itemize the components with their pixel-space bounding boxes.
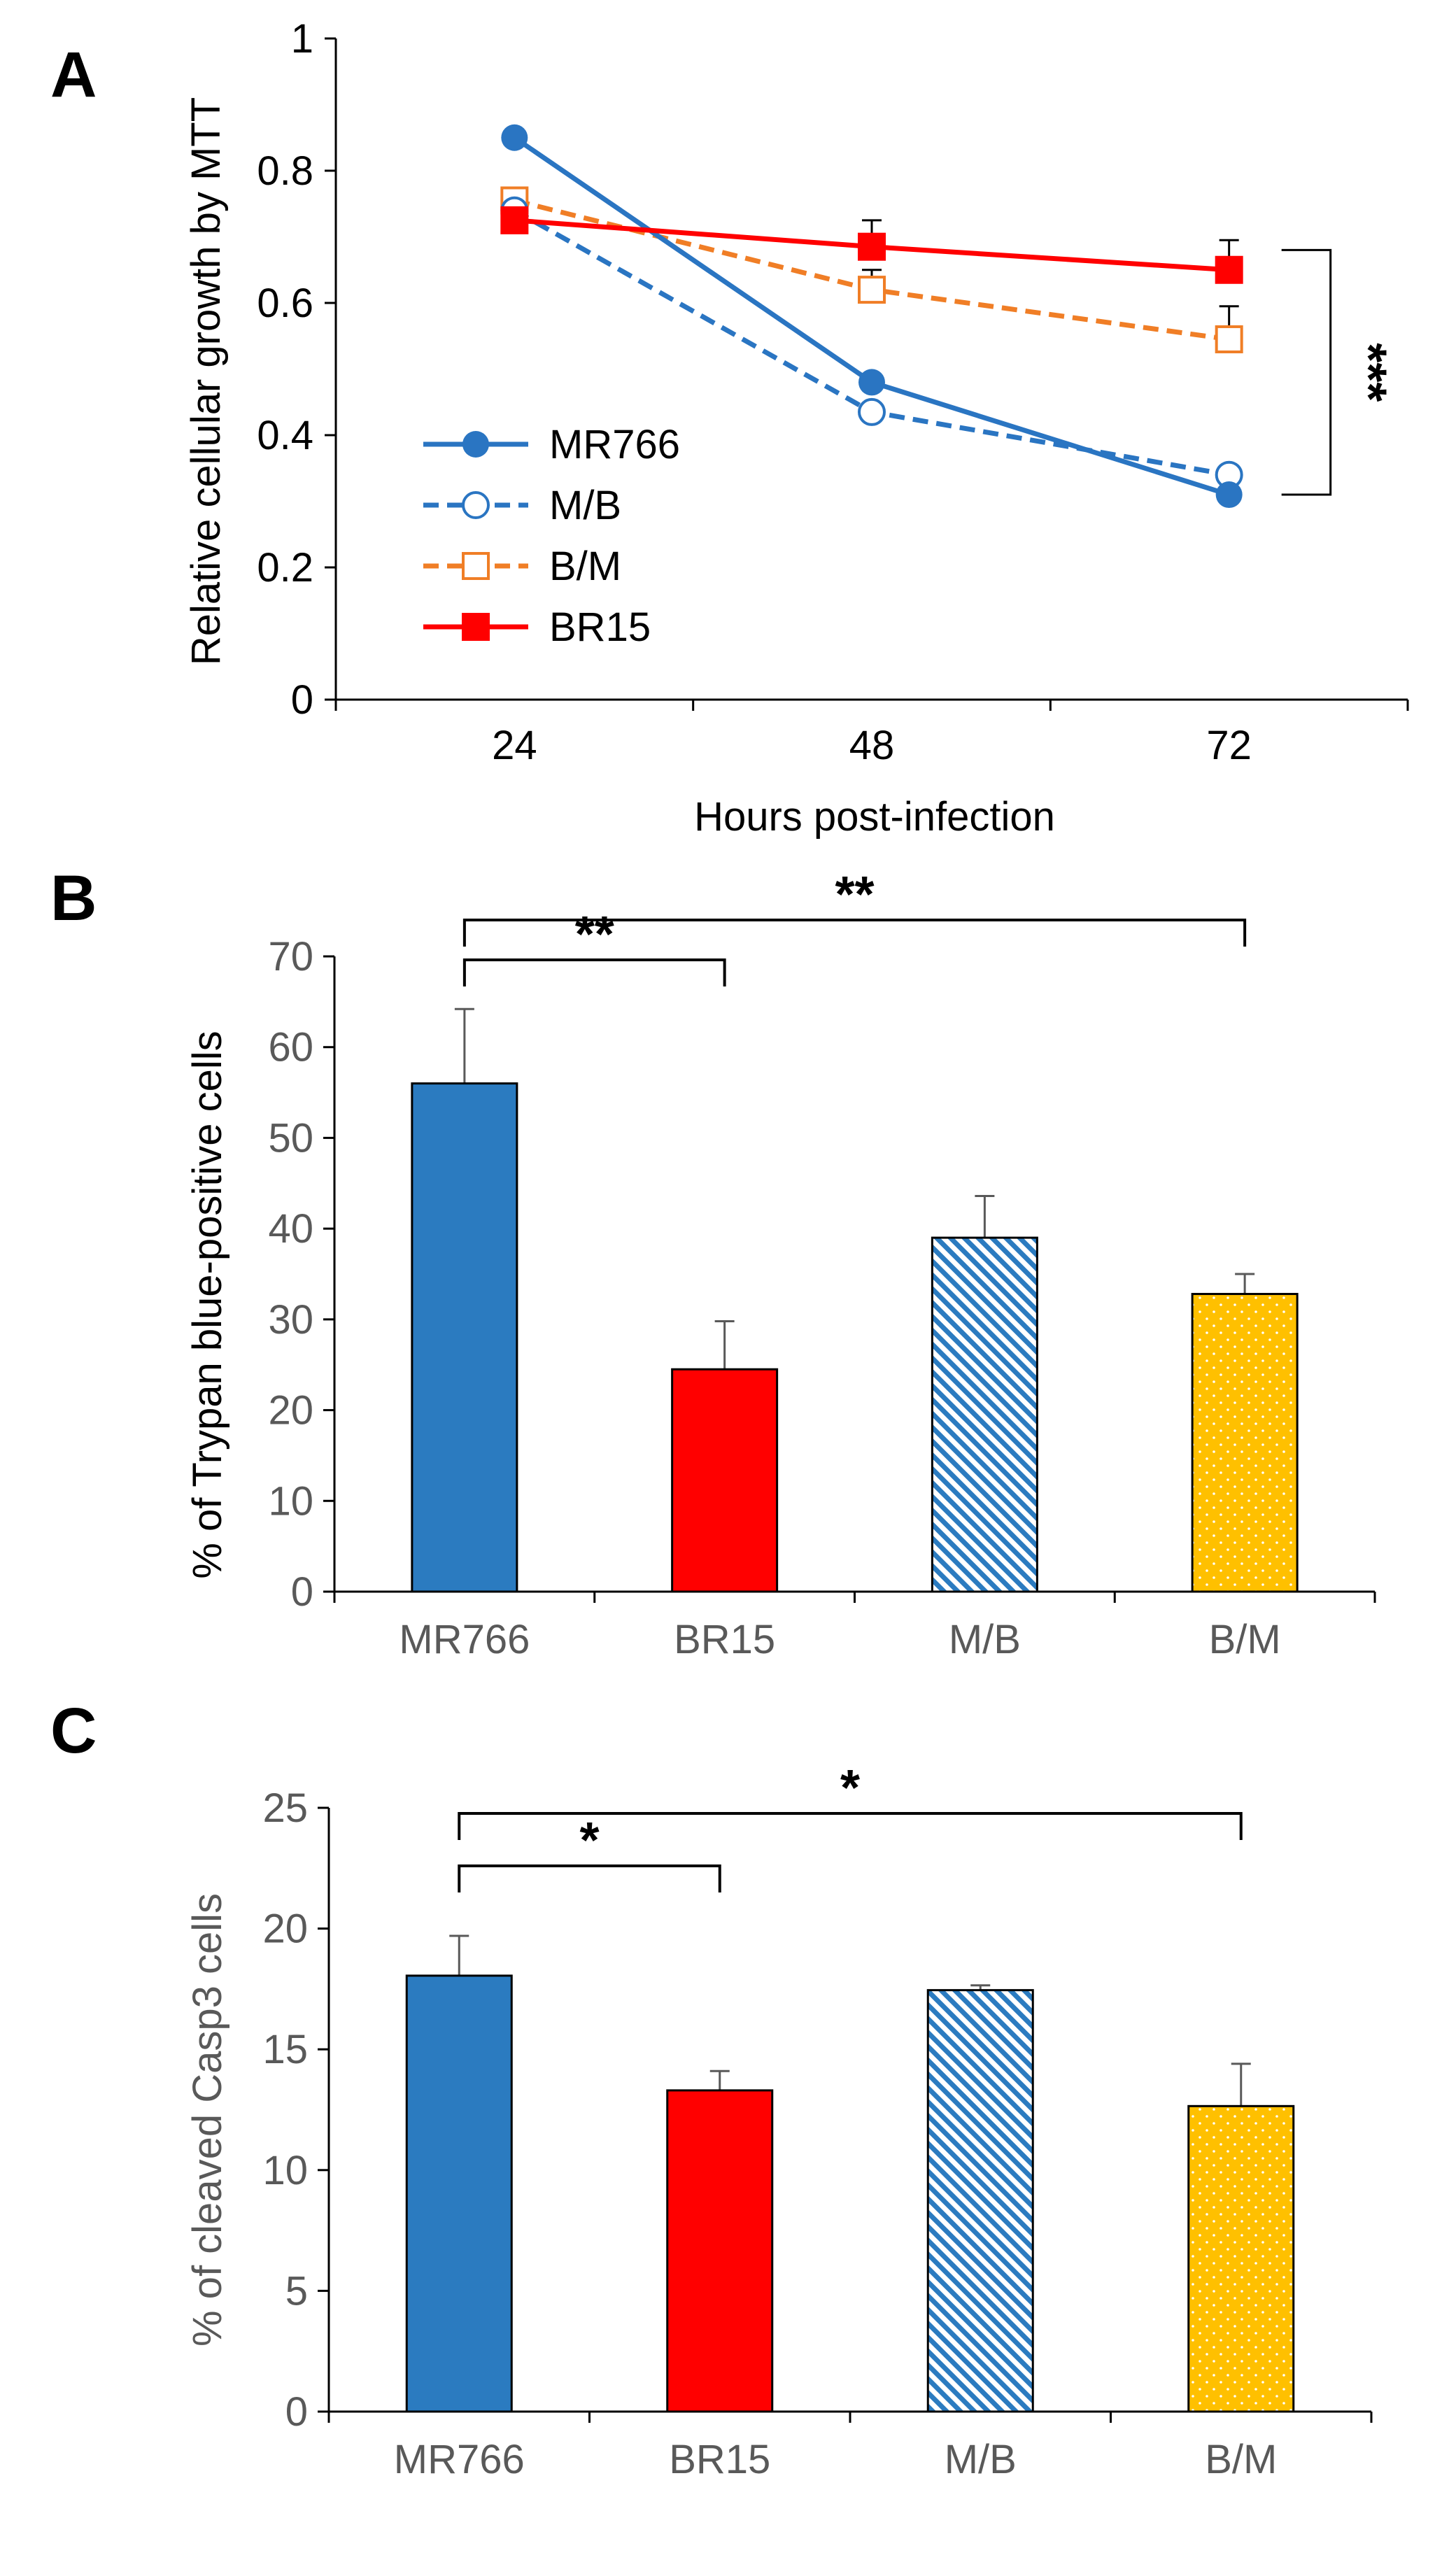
panel-a-y-tick-label: 1 (291, 16, 313, 62)
panel-a-point-mr766 (858, 369, 885, 396)
panel-a-point-br15 (1215, 255, 1243, 284)
panel-a-legend-marker (462, 491, 490, 519)
panel-c-y-tick-label: 20 (262, 1906, 308, 1952)
panel-c-y-tick-label: 10 (262, 2148, 308, 2193)
panel-c-y-tick-label: 0 (285, 2389, 308, 2435)
panel-b-y-tick-label: 20 (268, 1388, 313, 1434)
panel-label-c: C (50, 1695, 97, 1767)
panel-c-significance-label: * (840, 1760, 860, 1816)
panel-c-significance-label: * (579, 1813, 599, 1869)
panel-b-x-tick-label: M/B (949, 1617, 1021, 1662)
panel-c-bar-br15 (666, 2089, 774, 2413)
panel-label-a: A (50, 39, 97, 111)
panel-b-x-tick-label: BR15 (674, 1617, 775, 1662)
panel-a-point-mr766 (501, 124, 528, 151)
panel-a-line-chart: Relative cellular growth by MTT Hours po… (183, 16, 1409, 840)
panel-a-y-tick-label: 0.4 (257, 413, 313, 458)
panel-b-y-tick-label: 50 (268, 1115, 313, 1161)
panel-b-y-tick-label: 0 (291, 1569, 313, 1615)
panel-a-legend-label: M/B (549, 483, 621, 528)
panel-a-point-mb (858, 397, 886, 426)
panel-a-significance-bracket (1281, 248, 1332, 496)
panel-b-y-tick-label: 30 (268, 1297, 313, 1343)
panel-b-y-tick-label: 70 (268, 934, 313, 979)
panel-a-xlabel: Hours post-infection (694, 794, 1055, 840)
panel-c-bar-chart: % of cleaved Casp3 cells 0 5 10 15 20 25 MR766… (185, 1760, 1373, 2482)
panel-a-legend-marker (462, 552, 490, 580)
panel-a-legend-label: BR15 (549, 604, 651, 650)
panel-b-significance-bracket (462, 958, 726, 986)
panel-label-b: B (50, 863, 97, 934)
panel-a-legend-marker (462, 431, 489, 458)
panel-a-ylabel: Relative cellular growth by MTT (183, 97, 229, 665)
panel-a-x-tick-label: 48 (849, 723, 895, 768)
panel-b-y-tick-label: 10 (268, 1478, 313, 1524)
panel-c-x-tick-label: MR766 (394, 2437, 525, 2482)
panel-b-ylabel: % of Trypan blue-positive cells (185, 1031, 230, 1578)
panel-a-x-tick-label: 72 (1206, 723, 1252, 768)
panel-a-point-bm (1215, 325, 1243, 353)
panel-c-y-tick-label: 25 (262, 1785, 308, 1831)
panel-b-y-tick-label: 60 (268, 1025, 313, 1070)
panel-c-bar-mb (926, 1989, 1034, 2413)
panel-a-significance-label: *** (1341, 343, 1397, 402)
panel-b-bar-bm (1191, 1293, 1299, 1593)
panel-a-legend-marker (462, 613, 490, 641)
panel-c-x-tick-label: BR15 (669, 2437, 770, 2482)
panel-c-x-tick-label: M/B (945, 2437, 1017, 2482)
panel-a-y-tick-label: 0.6 (257, 281, 313, 326)
panel-a-legend-label: B/M (549, 544, 621, 589)
panel-b-bar-mr766 (411, 1082, 518, 1593)
panel-c-bar-mr766 (405, 1974, 513, 2413)
panel-a-point-br15 (858, 232, 886, 261)
panel-c-ylabel: % of cleaved Casp3 cells (185, 1893, 230, 2347)
panel-b-significance-bracket (462, 919, 1247, 947)
panel-c-significance-bracket (458, 1864, 721, 1892)
panel-a-point-bm (858, 276, 886, 304)
panel-b-x-tick-label: B/M (1209, 1617, 1281, 1662)
panel-a-point-mr766 (1215, 481, 1243, 509)
panel-b-bar-br15 (671, 1368, 779, 1593)
panel-b-bar-chart: % of Trypan blue-positive cells 0 10 20 30 4… (185, 867, 1376, 1662)
panel-b-bar-mb (931, 1236, 1038, 1593)
panel-c-bar-bm (1187, 2104, 1295, 2413)
panel-c-y-tick-label: 15 (262, 2027, 308, 2072)
panel-c-x-tick-label: B/M (1205, 2437, 1277, 2482)
panel-a-y-tick-label: 0.8 (257, 148, 313, 194)
panel-a-legend-label: MR766 (549, 422, 680, 467)
panel-a-y-tick-label: 0.2 (257, 545, 313, 590)
panel-b-significance-label: ** (575, 907, 614, 963)
panel-b-x-tick-label: MR766 (399, 1617, 530, 1662)
panel-c-y-tick-label: 5 (285, 2268, 308, 2314)
panel-b-significance-label: ** (835, 867, 874, 923)
panel-a-point-br15 (500, 206, 529, 234)
panel-a-y-tick-label: 0 (291, 677, 313, 723)
panel-c-significance-bracket (458, 1812, 1243, 1840)
panel-b-y-tick-label: 40 (268, 1206, 313, 1252)
panel-a-x-tick-label: 24 (492, 723, 537, 768)
